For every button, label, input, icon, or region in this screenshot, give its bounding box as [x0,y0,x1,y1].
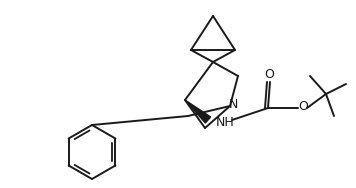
Text: NH: NH [216,115,235,129]
Text: O: O [298,101,308,114]
Text: O: O [264,68,274,82]
Polygon shape [185,100,211,123]
Text: N: N [228,98,238,111]
